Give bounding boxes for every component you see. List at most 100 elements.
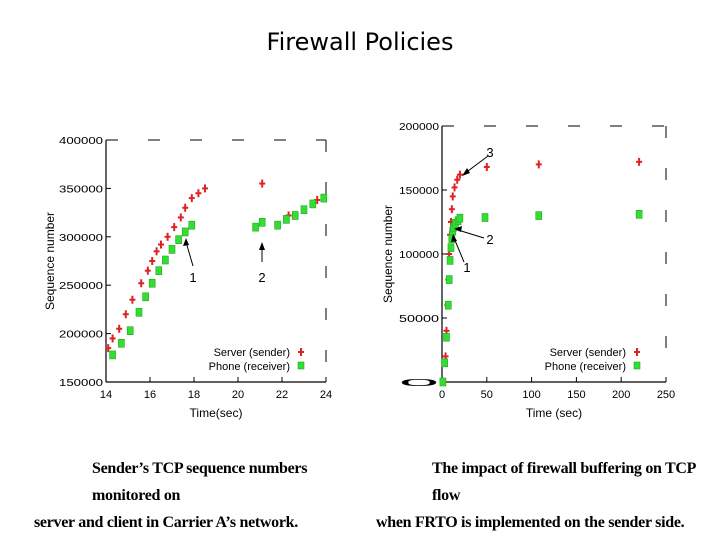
caption-right-line1: The impact of firewall buffering on TCP … xyxy=(432,460,696,504)
left-chart-x-tick-label: 24 xyxy=(320,389,332,401)
right-chart-arrowhead-2 xyxy=(454,226,462,232)
left-chart-phone-point xyxy=(168,245,176,254)
left-chart-phone-point xyxy=(258,217,266,227)
left-chart-y-tick-label: 150000 xyxy=(59,378,104,389)
left-chart-server-point xyxy=(202,184,208,193)
left-chart-server-point xyxy=(259,179,266,188)
left-chart-y-tick-label: 250000 xyxy=(59,281,104,292)
right-chart-x-axis-title: Time (sec) xyxy=(526,406,582,420)
right-chart-x-tick-label: 250 xyxy=(657,389,675,401)
right-chart-phone-point xyxy=(445,275,453,284)
left-chart-phone-point xyxy=(320,193,328,203)
left-chart-phone-point xyxy=(148,278,156,288)
right-chart-phone-point xyxy=(447,243,455,252)
left-chart-x-tick-label: 22 xyxy=(276,389,288,401)
right-chart-server-point xyxy=(456,170,463,179)
right-chart-phone-point xyxy=(439,377,447,387)
left-chart-server-point xyxy=(129,295,136,304)
right-chart-y-tick-label: 0 xyxy=(399,378,442,389)
left-chart-arrowhead-2 xyxy=(259,242,265,250)
left-chart-server-point xyxy=(116,324,123,333)
left-chart-annotation-2: 2 xyxy=(258,270,265,285)
left-chart-server-point xyxy=(144,266,151,275)
right-chart-phone-point xyxy=(456,213,464,223)
left-chart-phone-point xyxy=(188,220,196,230)
right-chart-phone-point xyxy=(535,211,543,220)
right-chart-y-tick-label: 150000 xyxy=(399,186,440,197)
left-chart-legend-label: Phone (receiver) xyxy=(209,361,290,373)
left-chart-server-point xyxy=(177,213,184,222)
left-chart-server-point xyxy=(182,203,189,212)
left-chart-x-tick-label: 18 xyxy=(188,389,200,401)
left-chart-phone-point xyxy=(181,227,189,237)
left-chart-server-point xyxy=(122,310,129,319)
right-chart-x-tick-label: 200 xyxy=(612,389,630,401)
right-chart-arrow-2 xyxy=(457,229,485,239)
right-chart-legend-server-marker xyxy=(634,348,640,356)
chart-left-seq-vs-time: 14 16 18 20 22 24 150000 200000 250000 300000 3500… xyxy=(43,136,332,420)
left-chart-server-point xyxy=(195,189,202,198)
right-chart-annotation-3: 3 xyxy=(486,145,493,160)
left-chart-phone-point xyxy=(309,199,317,209)
right-chart-phone-point xyxy=(444,300,452,310)
left-chart-arrowhead-1 xyxy=(183,238,189,246)
left-chart-phone-point xyxy=(274,220,281,230)
right-chart-y-tick-label: 50000 xyxy=(399,314,440,325)
left-chart-phone-point xyxy=(118,338,125,348)
left-chart-server-point xyxy=(149,257,156,265)
right-chart-x-tick-label: 0 xyxy=(439,389,445,401)
left-chart-server-point xyxy=(105,344,112,353)
left-chart-server-point xyxy=(109,334,116,343)
left-chart-server-point xyxy=(153,247,160,256)
right-chart-server-point xyxy=(454,175,461,184)
right-chart-x-tick-label: 150 xyxy=(567,389,585,401)
right-chart-legend-label: Phone (receiver) xyxy=(545,361,626,373)
right-chart-annotation-1: 1 xyxy=(463,260,470,275)
right-chart-y-tick-label: 200000 xyxy=(399,122,440,133)
chart-right-firewall-buffering: 0 50 100 150 200 250 0 50000 100000 150000 200000 T… xyxy=(381,122,675,420)
left-chart-x-tick-label: 20 xyxy=(232,389,244,401)
left-chart-x-tick-label: 14 xyxy=(100,389,112,401)
caption-left: Sender’s TCP sequence numbers monitored … xyxy=(34,455,364,536)
right-chart-x-tick-label: 50 xyxy=(481,389,493,401)
right-chart-arrow-1 xyxy=(453,237,465,263)
left-chart-server-point xyxy=(188,194,195,203)
right-chart-phone-point xyxy=(443,332,450,342)
left-chart-phone-point xyxy=(126,326,134,335)
left-chart-y-tick-label: 300000 xyxy=(59,233,104,244)
right-chart-server-point xyxy=(448,205,455,214)
left-chart-phone-point xyxy=(135,308,143,317)
caption-right-line2: when FRTO is implemented on the sender s… xyxy=(376,514,685,531)
left-chart-phone-point xyxy=(155,266,163,275)
left-chart-y-axis-title: Sequence number xyxy=(43,212,57,310)
left-chart-server-point xyxy=(138,279,145,288)
right-chart-y-axis-title: Sequence number xyxy=(381,205,395,303)
left-chart-x-tick-label: 16 xyxy=(144,389,156,401)
left-chart-y-tick-label: 200000 xyxy=(59,330,104,341)
left-chart-phone-point xyxy=(142,292,149,302)
left-chart-phone-point xyxy=(283,215,290,224)
left-chart-server-point xyxy=(158,240,164,249)
right-chart-arrowhead-3 xyxy=(462,168,470,176)
right-chart-server-point xyxy=(451,183,458,192)
right-chart-legend-phone-marker xyxy=(633,361,641,370)
left-chart-server-point xyxy=(171,223,178,232)
right-chart-legend-label: Server (sender) xyxy=(550,347,626,359)
right-chart-phone-point xyxy=(635,210,643,219)
left-chart-server-point xyxy=(164,232,171,241)
left-chart-phone-point xyxy=(252,222,259,232)
right-chart-server-point xyxy=(535,160,542,169)
caption-right: The impact of firewall buffering on TCP … xyxy=(376,455,706,536)
slide-title: Firewall Policies xyxy=(266,28,454,56)
right-chart-annotation-2: 2 xyxy=(486,232,493,247)
caption-left-line2: server and client in Carrier A’s network… xyxy=(34,514,298,531)
caption-left-line1: Sender’s TCP sequence numbers monitored … xyxy=(92,460,308,504)
left-chart-y-tick-label: 400000 xyxy=(59,136,104,147)
right-chart-y-tick-label: 100000 xyxy=(399,250,440,261)
left-chart-arrow-1 xyxy=(185,241,194,267)
left-chart-legend-phone-marker xyxy=(297,361,305,370)
left-chart-legend-server-marker xyxy=(298,348,304,356)
left-chart-phone-point xyxy=(109,350,116,360)
right-chart-phone-point xyxy=(446,256,454,265)
right-chart-x-tick-label: 100 xyxy=(522,389,540,401)
